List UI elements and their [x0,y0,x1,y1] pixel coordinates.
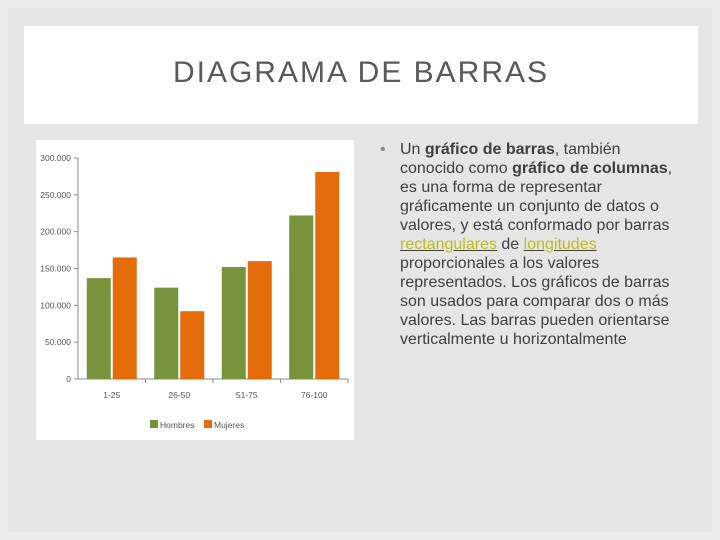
slide-title: DIAGRAMA DE BARRAS [172,56,550,89]
link-rectangulares[interactable]: rectangulares [400,236,497,253]
legend-label-hombres: Hombres [160,420,194,430]
legend-label-mujeres: Mujeres [214,420,244,430]
x-tick-label: 51-75 [236,390,258,400]
bar-hombres-1-25 [86,278,111,379]
bullet-marker: • [380,141,386,158]
body-text-1: Un [400,141,425,158]
bar-mujeres-51-75 [247,261,272,379]
legend-swatch-mujeres [204,420,212,428]
legend-swatch-hombres [150,420,158,428]
y-tick-label: 300.000 [40,153,71,163]
x-tick-label: 76-100 [301,390,328,400]
y-tick-label: 150.000 [40,264,71,274]
y-tick-label: 100.000 [40,300,71,310]
bar-hombres-51-75 [221,267,246,379]
bar-hombres-26-50 [154,287,179,379]
bar-mujeres-26-50 [180,311,205,379]
body-text-2: , también conocido como [400,141,621,177]
x-tick-label: 1-25 [103,390,120,400]
title-placeholder: DIAGRAMA DE BARRAS [24,26,698,124]
y-tick-label: 250.000 [40,190,71,200]
y-tick-label: 50.000 [45,337,71,347]
body-paragraph: Un gráfico de barras, también conocido c… [400,140,684,349]
body-bold-2: gráfico de columnas [512,160,668,177]
body-bold-1: gráfico de barras [424,141,555,158]
y-tick-label: 200.000 [40,227,71,237]
bar-hombres-76-100 [289,215,314,379]
bar-mujeres-1-25 [112,257,137,379]
slide-body-text: • Un gráfico de barras, también conocido… [380,140,684,349]
body-text-5: proporcionales a los valores representad… [400,255,670,348]
link-longitudes[interactable]: longitudes [523,236,597,253]
x-tick-label: 26-50 [168,390,190,400]
body-text-4: de [496,236,524,253]
bar-chart: 0 50.000 100.000 150.000 200.000 250.000 300.0… [36,140,354,440]
body-text-3: , es una forma de representar gráficamen… [400,160,673,234]
bar-mujeres-76-100 [315,171,340,379]
y-tick-label: 0 [66,374,71,384]
bar-chart-svg: 0 50.000 100.000 150.000 200.000 250.000 300.0… [40,153,349,430]
